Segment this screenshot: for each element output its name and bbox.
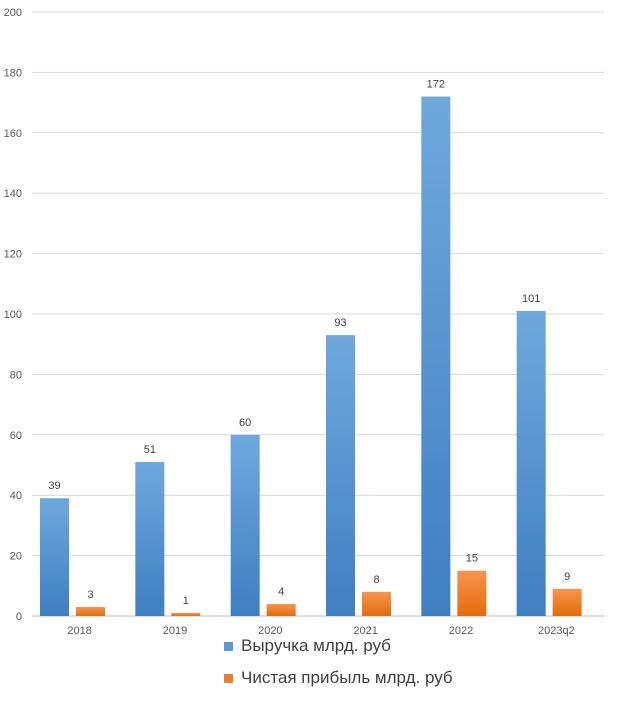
x-tick-label-2023q2: 2023q2	[538, 625, 575, 637]
data-label-revenue-2019: 51	[144, 444, 156, 456]
bar-revenue-2018	[40, 498, 69, 616]
bar-revenue-2019	[135, 461, 165, 616]
data-label-profit-2018: 3	[87, 589, 93, 601]
y-tick-label: 180	[4, 67, 22, 79]
x-tick-label-2019: 2019	[163, 625, 187, 637]
bar-profit-2023q2	[552, 588, 582, 616]
bar-revenue-2020	[230, 434, 260, 616]
legend-item-profit: Чистая прибыль млрд. руб	[224, 667, 453, 689]
legend-label-profit: Чистая прибыль млрд. руб	[241, 668, 453, 687]
data-label-profit-2019: 1	[183, 595, 189, 607]
data-labels: 39 3 51 1 60 4 93 8 172 15 101 9	[48, 79, 570, 607]
bar-profit-2021	[362, 591, 391, 616]
legend-item-revenue: Выручка млрд. руб	[224, 635, 453, 657]
gridlines	[32, 11, 604, 617]
bar-profit-2020	[266, 603, 296, 616]
bar-profit-2018	[76, 606, 105, 616]
bar-revenue-2021	[326, 335, 355, 616]
legend-swatch-profit	[224, 673, 233, 683]
x-axis-ticks: 2018 2019 2020 2021 2022 2023q2	[67, 625, 574, 637]
x-tick-label-2021: 2021	[353, 625, 377, 637]
data-label-revenue-2023q2: 101	[522, 293, 540, 305]
y-tick-label: 80	[10, 369, 22, 381]
legend-swatch-revenue	[224, 641, 233, 651]
y-tick-label: 160	[4, 128, 22, 140]
bar-profit-2019	[171, 612, 201, 616]
y-tick-label: 100	[4, 309, 22, 321]
y-tick-label: 20	[10, 551, 22, 563]
y-tick-label: 140	[4, 188, 22, 200]
y-tick-label: 0	[16, 611, 22, 623]
bar-revenue-2022	[421, 96, 451, 616]
data-label-profit-2023q2: 9	[564, 571, 570, 583]
y-tick-label: 40	[10, 490, 22, 502]
bars	[40, 96, 582, 616]
bar-revenue-2023q2	[516, 310, 546, 616]
data-label-revenue-2021: 93	[334, 317, 346, 329]
data-label-profit-2021: 8	[373, 574, 379, 586]
y-tick-label: 120	[4, 249, 22, 261]
y-tick-label: 60	[10, 430, 22, 442]
legend-label-revenue: Выручка млрд. руб	[241, 636, 391, 655]
x-tick-label-2020: 2020	[258, 625, 282, 637]
y-axis-ticks: 0 20 40 60 80 100 120 140 160 180 200	[4, 7, 22, 623]
data-label-revenue-2022: 172	[427, 79, 445, 91]
legend: Выручка млрд. руб Чистая прибыль млрд. р…	[224, 635, 453, 699]
x-tick-label-2018: 2018	[67, 625, 91, 637]
bar-profit-2022	[457, 570, 487, 616]
y-tick-label: 200	[4, 7, 22, 19]
data-label-profit-2020: 4	[278, 586, 284, 598]
x-tick-label-2022: 2022	[449, 625, 473, 637]
data-label-revenue-2018: 39	[48, 480, 60, 492]
data-label-profit-2022: 15	[466, 553, 478, 565]
data-label-revenue-2020: 60	[239, 417, 251, 429]
